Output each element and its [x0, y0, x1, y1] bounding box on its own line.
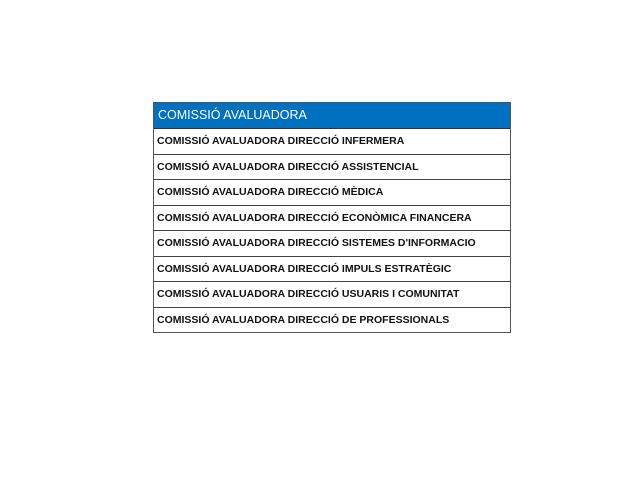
table-row: COMISSIÓ AVALUADORA DIRECCIÓ IMPULS ESTR… — [154, 257, 510, 282]
table-row: COMISSIÓ AVALUADORA DIRECCIÓ ASSISTENCIA… — [154, 155, 510, 180]
table-row: COMISSIÓ AVALUADORA DIRECCIÓ USUARIS I C… — [154, 282, 510, 308]
table-row: COMISSIÓ AVALUADORA DIRECCIÓ DE PROFESSI… — [157, 313, 450, 326]
table-header: COMISSIÓ AVALUADORA — [154, 103, 510, 129]
commission-table: COMISSIÓ AVALUADORA COMISSIÓ AVALUADORA … — [153, 102, 511, 333]
table-row: COMISSIÓ AVALUADORA DIRECCIÓ INFERMERA — [154, 129, 510, 155]
table-row: COMISSIÓ AVALUADORA DIRECCIÓ ECONÒMICA F… — [154, 206, 510, 231]
table-row: COMISSIÓ AVALUADORA DIRECCIÓ MÈDICA — [154, 180, 510, 206]
table-row: COMISSIÓ AVALUADORA DIRECCIÓ SISTEMES D'… — [154, 231, 510, 257]
